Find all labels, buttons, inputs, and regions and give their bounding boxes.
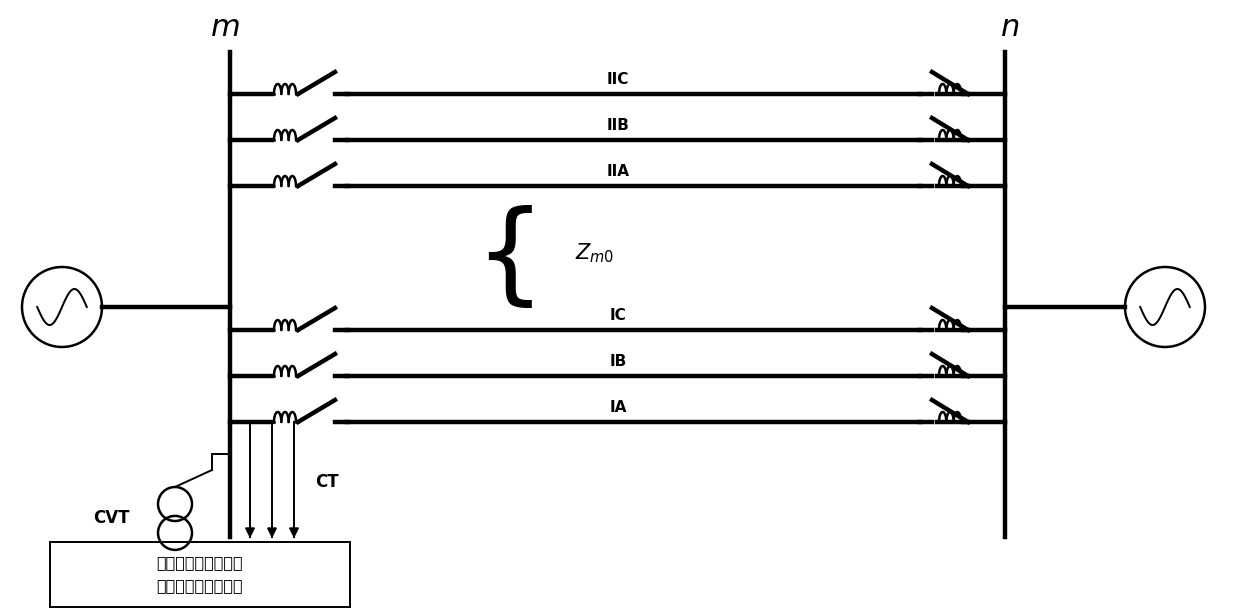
Text: IIB: IIB (606, 118, 630, 133)
FancyBboxPatch shape (50, 542, 350, 607)
Text: 应用本发明方法的输: 应用本发明方法的输 (156, 556, 243, 570)
Text: {: { (475, 204, 546, 312)
Text: $m$: $m$ (211, 13, 239, 42)
Text: CT: CT (315, 473, 339, 491)
Text: IC: IC (610, 308, 626, 323)
Text: IIC: IIC (606, 72, 629, 87)
Text: 电线路继电保护装置: 电线路继电保护装置 (156, 578, 243, 594)
Text: IA: IA (609, 400, 626, 415)
Text: $n$: $n$ (1001, 13, 1019, 42)
Text: IB: IB (609, 354, 626, 369)
Text: $Z_{m0}$: $Z_{m0}$ (575, 241, 614, 265)
Text: CVT: CVT (93, 509, 130, 528)
Text: IIA: IIA (606, 164, 630, 179)
